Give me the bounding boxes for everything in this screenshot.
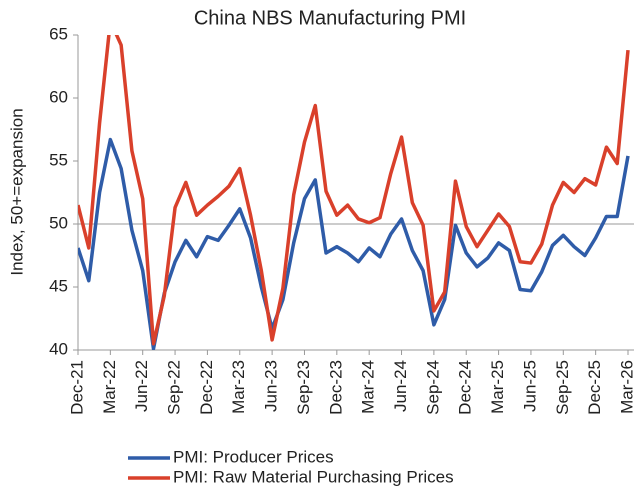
y-tick-label: 50 [49, 213, 68, 232]
legend-label: PMI: Raw Material Purchasing Prices [173, 467, 454, 486]
y-tick-label: 65 [49, 24, 68, 43]
y-tick-label: 60 [49, 87, 68, 106]
x-tick-label: Dec-24 [456, 360, 475, 415]
x-tick-label: Jun-25 [520, 360, 539, 412]
x-tick-label: Dec-25 [585, 360, 604, 415]
y-tick-label: 45 [49, 276, 68, 295]
x-tick-label: Sep-22 [165, 360, 184, 415]
x-tick-label: Dec-23 [326, 360, 345, 415]
x-tick-label: Mar-22 [100, 360, 119, 414]
x-tick-label: Mar-25 [488, 360, 507, 414]
x-tick-label: Jun-23 [262, 360, 281, 412]
x-tick-label: Mar-26 [617, 360, 636, 414]
series-line [78, 35, 630, 346]
y-tick-label: 55 [49, 150, 68, 169]
series-line [78, 137, 630, 350]
x-tick-label: Dec-22 [197, 360, 216, 415]
x-tick-label: Mar-23 [229, 360, 248, 414]
y-axis-label: Index, 50+=expansion [7, 108, 26, 275]
x-tick-label: Sep-23 [294, 360, 313, 415]
legend-label: PMI: Producer Prices [173, 447, 334, 466]
x-tick-label: Sep-25 [553, 360, 572, 415]
x-tick-label: Sep-24 [423, 360, 442, 415]
x-tick-label: Jun-24 [391, 360, 410, 412]
chart-title: China NBS Manufacturing PMI [194, 7, 466, 29]
x-tick-label: Dec-21 [67, 360, 86, 415]
x-tick-label: Mar-24 [359, 360, 378, 414]
x-tick-label: Jun-22 [132, 360, 151, 412]
y-tick-label: 40 [49, 339, 68, 358]
